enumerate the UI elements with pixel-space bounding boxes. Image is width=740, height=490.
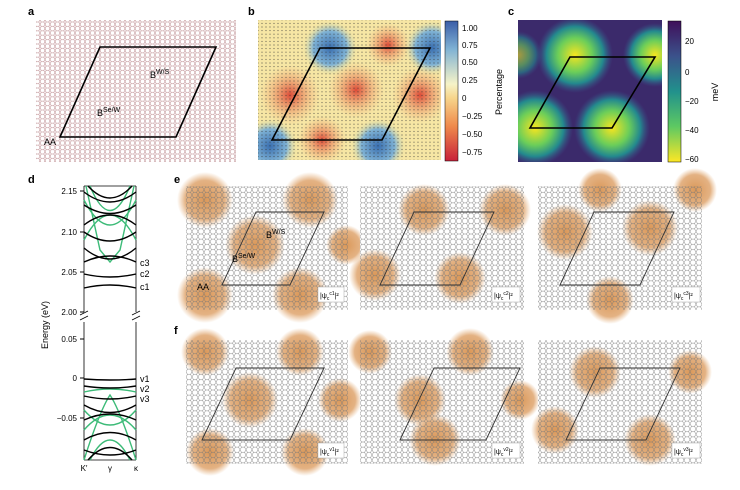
ytick-0-05: 0.05 bbox=[61, 335, 77, 344]
ylabel-energy: Energy (eV) bbox=[40, 301, 50, 349]
site-label-bws-a: BW/S bbox=[150, 69, 170, 80]
cb-c-tick-4: −60 bbox=[685, 155, 699, 164]
panel-f1: |ψcv1|² bbox=[181, 328, 362, 476]
wf-label-c2: |ψcc2|² bbox=[494, 291, 513, 302]
panel-f3: |ψcv3|² bbox=[531, 340, 712, 466]
panel-a-label: a bbox=[28, 6, 35, 18]
cb-b-tick-4: 0 bbox=[462, 94, 467, 103]
ytick-2-05: 2.05 bbox=[61, 268, 77, 277]
moire-unit-cell-c bbox=[528, 56, 657, 129]
cb-b-tick-5: −0.25 bbox=[462, 112, 483, 121]
colorbar-c-ticks: 20 0 −20 −40 −60 bbox=[685, 37, 699, 164]
band-label-v2: v2 bbox=[140, 384, 150, 394]
site-label-aa-e: AA bbox=[197, 282, 209, 292]
colorbar-b bbox=[444, 20, 459, 162]
panel-e: e AA BSe/W BW/S |ψcc1|² bbox=[174, 168, 717, 324]
ytick-2-00: 2.00 bbox=[61, 308, 77, 317]
panel-e3: |ψcc3|² bbox=[537, 168, 717, 324]
cb-c-tick-1: 0 bbox=[685, 68, 690, 77]
panel-e1: AA BSe/W BW/S |ψcc1|² bbox=[177, 172, 366, 323]
colorbar-c-label: meV bbox=[710, 83, 720, 102]
wf-label-v1: |ψcv1|² bbox=[320, 447, 339, 458]
ytick-2-15: 2.15 bbox=[61, 187, 77, 196]
site-label-aa-a: AA bbox=[44, 137, 56, 147]
site-label-bsew-a: BSe/W bbox=[97, 107, 121, 118]
band-c3 bbox=[83, 255, 137, 263]
upper-yticks: 2.15 2.10 2.05 2.00 bbox=[61, 187, 84, 317]
panel-f-label: f bbox=[174, 325, 178, 337]
xtick-kprime: K′ bbox=[81, 464, 88, 473]
colorbar-b-ticks: 1.00 0.75 0.50 0.25 0 −0.25 −0.50 −0.75 bbox=[462, 24, 483, 157]
cb-c-tick-2: −20 bbox=[685, 97, 699, 106]
wf-label-v3: |ψcv3|² bbox=[674, 447, 693, 458]
panel-f: f |ψcv1|² |ψcv2|² bbox=[174, 325, 712, 476]
cb-b-tick-3: 0.25 bbox=[462, 76, 478, 85]
cb-c-tick-3: −40 bbox=[685, 126, 699, 135]
lower-black-bands bbox=[83, 378, 137, 461]
cb-b-tick-2: 0.50 bbox=[462, 58, 478, 67]
band-label-c3: c3 bbox=[140, 258, 150, 268]
band-v2 bbox=[83, 385, 137, 389]
strain-map bbox=[258, 20, 441, 160]
panel-c: c 20 0 −20 −40 −60 meV bbox=[508, 6, 720, 164]
wf-label-v2: |ψcv2|² bbox=[494, 447, 513, 458]
site-label-bsew-e: BSe/W bbox=[232, 253, 256, 264]
ytick-0: 0 bbox=[73, 374, 78, 383]
lower-yticks: 0.05 0 −0.05 bbox=[57, 335, 84, 423]
band-label-v1: v1 bbox=[140, 374, 150, 384]
xtick-kappa: κ bbox=[134, 464, 139, 473]
ytick-2-10: 2.10 bbox=[61, 228, 77, 237]
site-label-bws-e: BW/S bbox=[266, 229, 286, 240]
band-c2 bbox=[83, 273, 137, 278]
panel-b: b 1.00 0.75 0.50 0.25 0 −0.25 −0.50 −0.7… bbox=[248, 6, 504, 162]
moire-lattice-a bbox=[36, 20, 236, 162]
panel-e2: |ψcc2|² bbox=[349, 184, 531, 310]
band-label-v3: v3 bbox=[140, 394, 150, 404]
panel-a: a AA BSe/W BW/S bbox=[28, 6, 236, 162]
panel-c-label: c bbox=[508, 6, 514, 18]
cb-c-tick-0: 20 bbox=[685, 37, 694, 46]
cb-b-tick-0: 1.00 bbox=[462, 24, 478, 33]
cb-b-tick-7: −0.75 bbox=[462, 148, 483, 157]
xtick-gamma: γ bbox=[108, 464, 112, 473]
panel-f2: |ψcv2|² bbox=[348, 328, 540, 466]
moire-unit-cell-a bbox=[58, 46, 218, 138]
upper-black-bands bbox=[83, 185, 137, 289]
wf-label-c1: |ψcc1|² bbox=[320, 291, 339, 302]
panel-d-label: d bbox=[28, 174, 35, 186]
band-v3 bbox=[83, 395, 137, 400]
panel-e-label: e bbox=[174, 174, 180, 186]
cb-b-tick-6: −0.50 bbox=[462, 130, 483, 139]
moire-unit-cell-b bbox=[270, 47, 432, 141]
potential-map bbox=[518, 20, 662, 162]
colorbar-c bbox=[667, 20, 682, 163]
cb-b-tick-1: 0.75 bbox=[462, 41, 478, 50]
ytick-neg-0-05: −0.05 bbox=[57, 414, 78, 423]
band-c1 bbox=[83, 284, 137, 289]
panel-d: d 2.15 2.10 2.05 2.00 0.05 0 −0.05 bbox=[28, 174, 150, 473]
band-v1 bbox=[83, 378, 137, 381]
band-label-c1: c1 bbox=[140, 282, 150, 292]
colorbar-b-label: Percentage bbox=[494, 69, 504, 115]
panel-b-label: b bbox=[248, 6, 255, 18]
wf-label-c3: |ψcc3|² bbox=[674, 291, 693, 302]
band-label-c2: c2 bbox=[140, 269, 150, 279]
